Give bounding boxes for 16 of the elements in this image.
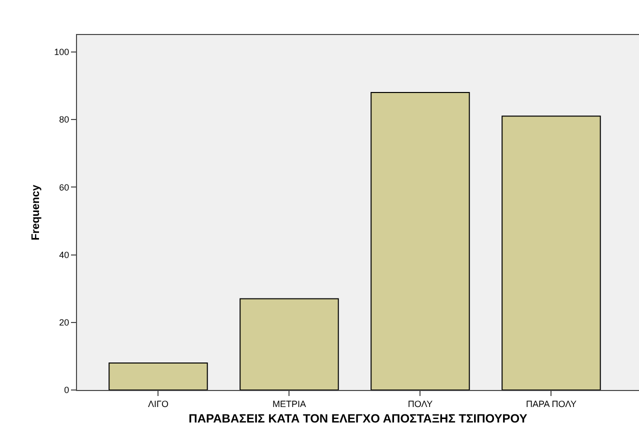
y-axis-title: Frequency bbox=[30, 184, 42, 240]
y-tick-label: 40 bbox=[59, 250, 70, 260]
y-tick-label: 100 bbox=[54, 47, 70, 58]
y-tick-label: 0 bbox=[64, 385, 70, 396]
x-tick-label: ΠΟΛΥ bbox=[408, 398, 433, 409]
bar bbox=[108, 362, 208, 390]
bar bbox=[240, 298, 339, 390]
x-axis-title: ΠΑΡΑΒΑΣΕΙΣ ΚΑΤΑ ΤΟΝ ΕΛΕΓΧΟ ΑΠΟΣΤΑΞΗΣ ΤΣΙΠΟΥΡΟΥ bbox=[188, 412, 528, 426]
x-tick-label: ΜΕΤΡΙΑ bbox=[272, 398, 306, 409]
bar bbox=[370, 92, 470, 390]
y-tick-label: 60 bbox=[59, 182, 70, 192]
y-tick-label: 80 bbox=[59, 114, 70, 125]
x-tick-label: ΠΑΡΑ ΠΟΛΥ bbox=[526, 398, 576, 409]
y-tick-label: 20 bbox=[59, 318, 70, 328]
bar bbox=[502, 116, 601, 390]
x-tick-label: ΛΙΓΟ bbox=[148, 398, 168, 409]
